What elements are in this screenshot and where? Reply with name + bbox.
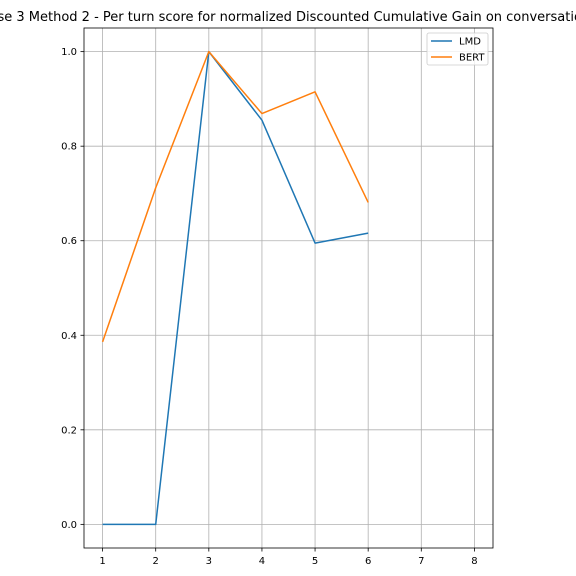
- y-tick-label: 0.2: [61, 425, 77, 436]
- x-tick-label: 6: [365, 556, 371, 567]
- chart-title: Phase 3 Method 2 - Per turn score for no…: [0, 10, 576, 25]
- x-tick-label: 5: [312, 556, 318, 567]
- legend-label-bert: BERT: [459, 53, 485, 64]
- x-tick-label: 3: [206, 556, 212, 567]
- series-line-lmd: [102, 50, 369, 526]
- legend-label-lmd: LMD: [459, 37, 481, 48]
- grid: [84, 28, 493, 548]
- y-tick-label: 0.8: [61, 142, 77, 153]
- y-tick-label: 0.4: [61, 331, 77, 342]
- x-axis-ticks: 1 2 3 4 5 6 7 8: [99, 548, 478, 567]
- legend: LMD BERT: [426, 32, 489, 66]
- series-line-bert: [101, 50, 369, 343]
- x-tick-label: 4: [259, 556, 265, 567]
- x-tick-label: 2: [153, 556, 159, 567]
- x-tick-label: 1: [99, 556, 105, 567]
- x-tick-label: 8: [471, 556, 477, 567]
- y-tick-label: 0.0: [61, 520, 77, 531]
- y-tick-label: 0.6: [61, 236, 77, 247]
- series-lines: [101, 50, 369, 526]
- plot-frame: [83, 27, 494, 549]
- y-axis-ticks: 0.0 0.2 0.4 0.6 0.8 1.0: [61, 47, 84, 531]
- y-tick-label: 1.0: [61, 47, 77, 58]
- x-tick-label: 7: [418, 556, 424, 567]
